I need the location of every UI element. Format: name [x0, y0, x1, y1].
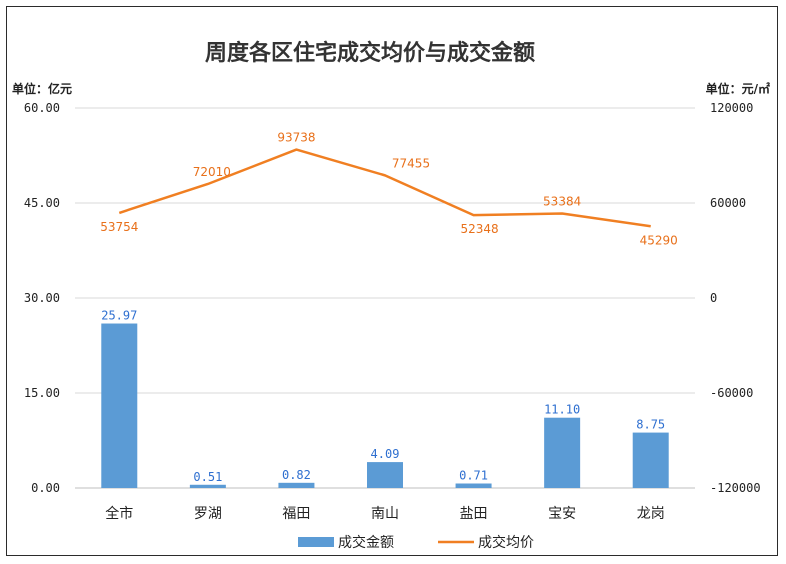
legend-bar-swatch [298, 537, 334, 547]
bar-data-label: 4.09 [371, 447, 400, 461]
category-label: 罗湖 [194, 506, 222, 522]
bar-data-label: 0.51 [193, 470, 222, 484]
chart-title: 周度各区住宅成交均价与成交金额 [205, 40, 535, 66]
right-tick-label: -120000 [710, 481, 761, 495]
bar-data-label: 0.71 [459, 469, 488, 483]
line-data-label: 52348 [460, 222, 498, 236]
bar-data-label: 8.75 [636, 418, 665, 432]
left-tick-label: 0.00 [31, 481, 60, 495]
right-tick-label: 120000 [710, 101, 753, 115]
category-label: 南山 [371, 506, 399, 522]
series-line [118, 148, 651, 228]
bar-data-label: 25.97 [101, 309, 137, 323]
legend-bar-label: 成交金额 [338, 534, 394, 551]
right-tick-label: 60000 [710, 196, 746, 210]
line-data-label: 72010 [193, 165, 231, 179]
category-label: 盐田 [460, 506, 488, 522]
right-tick-label: -60000 [710, 386, 753, 400]
line-data-label: 53384 [543, 194, 581, 208]
bar [367, 462, 403, 488]
bar [278, 482, 315, 488]
bar [101, 323, 138, 488]
line-data-label: 77455 [392, 156, 430, 170]
line-data-label: 93738 [277, 131, 315, 145]
bar [189, 484, 226, 488]
category-label: 福田 [282, 506, 310, 522]
left-tick-label: 45.00 [24, 196, 60, 210]
bar-data-label: 0.82 [282, 468, 311, 482]
category-label: 宝安 [548, 506, 576, 522]
bar [455, 483, 492, 488]
category-label: 全市 [105, 505, 133, 522]
right-tick-label: 0 [710, 291, 717, 305]
left-axis-unit: 单位：亿元 [12, 81, 72, 96]
right-axis-unit: 单位：元/㎡ [706, 81, 770, 96]
left-tick-label: 15.00 [24, 386, 60, 400]
bar [632, 432, 669, 488]
line-data-label: 45290 [640, 233, 678, 247]
legend-line-label: 成交均价 [478, 534, 534, 551]
left-tick-label: 30.00 [24, 291, 60, 305]
left-tick-label: 60.00 [24, 101, 60, 115]
category-label: 龙岗 [637, 506, 665, 522]
line-data-label: 53754 [100, 220, 138, 234]
bar-data-label: 11.10 [544, 403, 580, 417]
bar [544, 417, 581, 488]
